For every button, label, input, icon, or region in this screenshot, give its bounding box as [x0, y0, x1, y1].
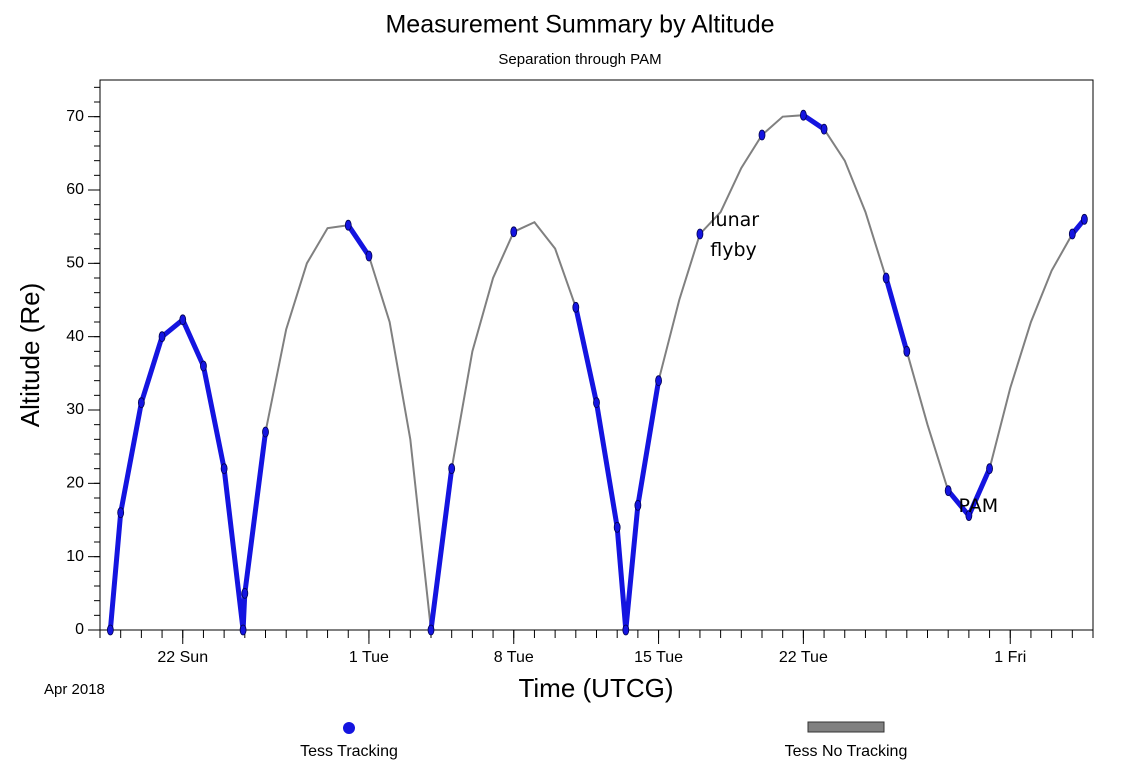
- y-axis-label: Altitude (Re): [15, 283, 45, 428]
- tracking-point: [634, 499, 642, 511]
- tracking-point: [427, 624, 435, 636]
- y-tick-label: 40: [66, 328, 84, 345]
- tracking-point: [965, 510, 973, 521]
- x-tick-label: 15 Tue: [634, 649, 683, 666]
- tracking-point: [239, 624, 247, 636]
- tracking-point: [758, 129, 766, 141]
- tracking-point: [944, 485, 952, 497]
- chart-title: Measurement Summary by Altitude: [385, 11, 774, 39]
- x-axis-sublabel: Apr 2018: [44, 681, 105, 698]
- annotation: lunar flyby: [710, 209, 760, 262]
- tracking-point: [220, 463, 228, 475]
- annotation: PAM: [958, 495, 999, 518]
- tracking-point: [137, 397, 145, 409]
- tracking-point: [200, 360, 207, 372]
- tracking-point: [262, 426, 269, 438]
- legend-swatch: [807, 721, 885, 733]
- legend-label: Tess Tracking: [300, 743, 398, 760]
- tracking-point: [799, 109, 807, 121]
- tracking-point: [1068, 228, 1076, 240]
- tracking-point: [882, 272, 890, 284]
- legend-label: Tess No Tracking: [785, 743, 908, 760]
- tracking-point: [655, 375, 662, 387]
- tracking-point: [510, 226, 518, 238]
- chart-subtitle: Separation through PAM: [498, 51, 661, 68]
- x-tick-label: 22 Sun: [157, 649, 208, 666]
- y-tick-label: 70: [66, 108, 84, 125]
- y-tick-label: 10: [66, 548, 84, 565]
- tracking-point: [117, 507, 125, 519]
- tracking-point: [365, 250, 373, 262]
- tracking-point: [106, 624, 114, 636]
- tracking-point: [903, 345, 911, 357]
- y-tick-label: 30: [66, 401, 84, 418]
- tracking-point: [1080, 213, 1088, 225]
- tracking-point: [344, 219, 352, 231]
- tracking-point: [572, 301, 580, 313]
- x-tick-label: 1 Fri: [994, 649, 1026, 666]
- tracking-point: [158, 331, 166, 343]
- tracking-point: [986, 463, 993, 475]
- tracking-point: [613, 521, 621, 533]
- tracking-line: [107, 112, 1087, 633]
- y-tick-label: 20: [66, 475, 84, 492]
- y-tick-label: 0: [75, 621, 84, 638]
- tracking-point: [179, 314, 187, 326]
- tracking-point: [820, 123, 828, 135]
- series-line: [109, 114, 1086, 631]
- tracking-point: [448, 463, 456, 475]
- tracking-point: [593, 397, 600, 409]
- tracking-point: [622, 624, 630, 636]
- x-tick-label: 1 Tue: [349, 649, 389, 666]
- tracking-point: [696, 228, 704, 240]
- x-axis-label: Time (UTCG): [518, 673, 673, 703]
- tracking-point: [241, 587, 249, 599]
- y-tick-label: 50: [66, 255, 84, 272]
- legend-swatch: [343, 722, 355, 734]
- x-tick-label: 22 Tue: [779, 649, 828, 666]
- x-tick-label: 8 Tue: [494, 649, 534, 666]
- y-tick-label: 60: [66, 181, 84, 198]
